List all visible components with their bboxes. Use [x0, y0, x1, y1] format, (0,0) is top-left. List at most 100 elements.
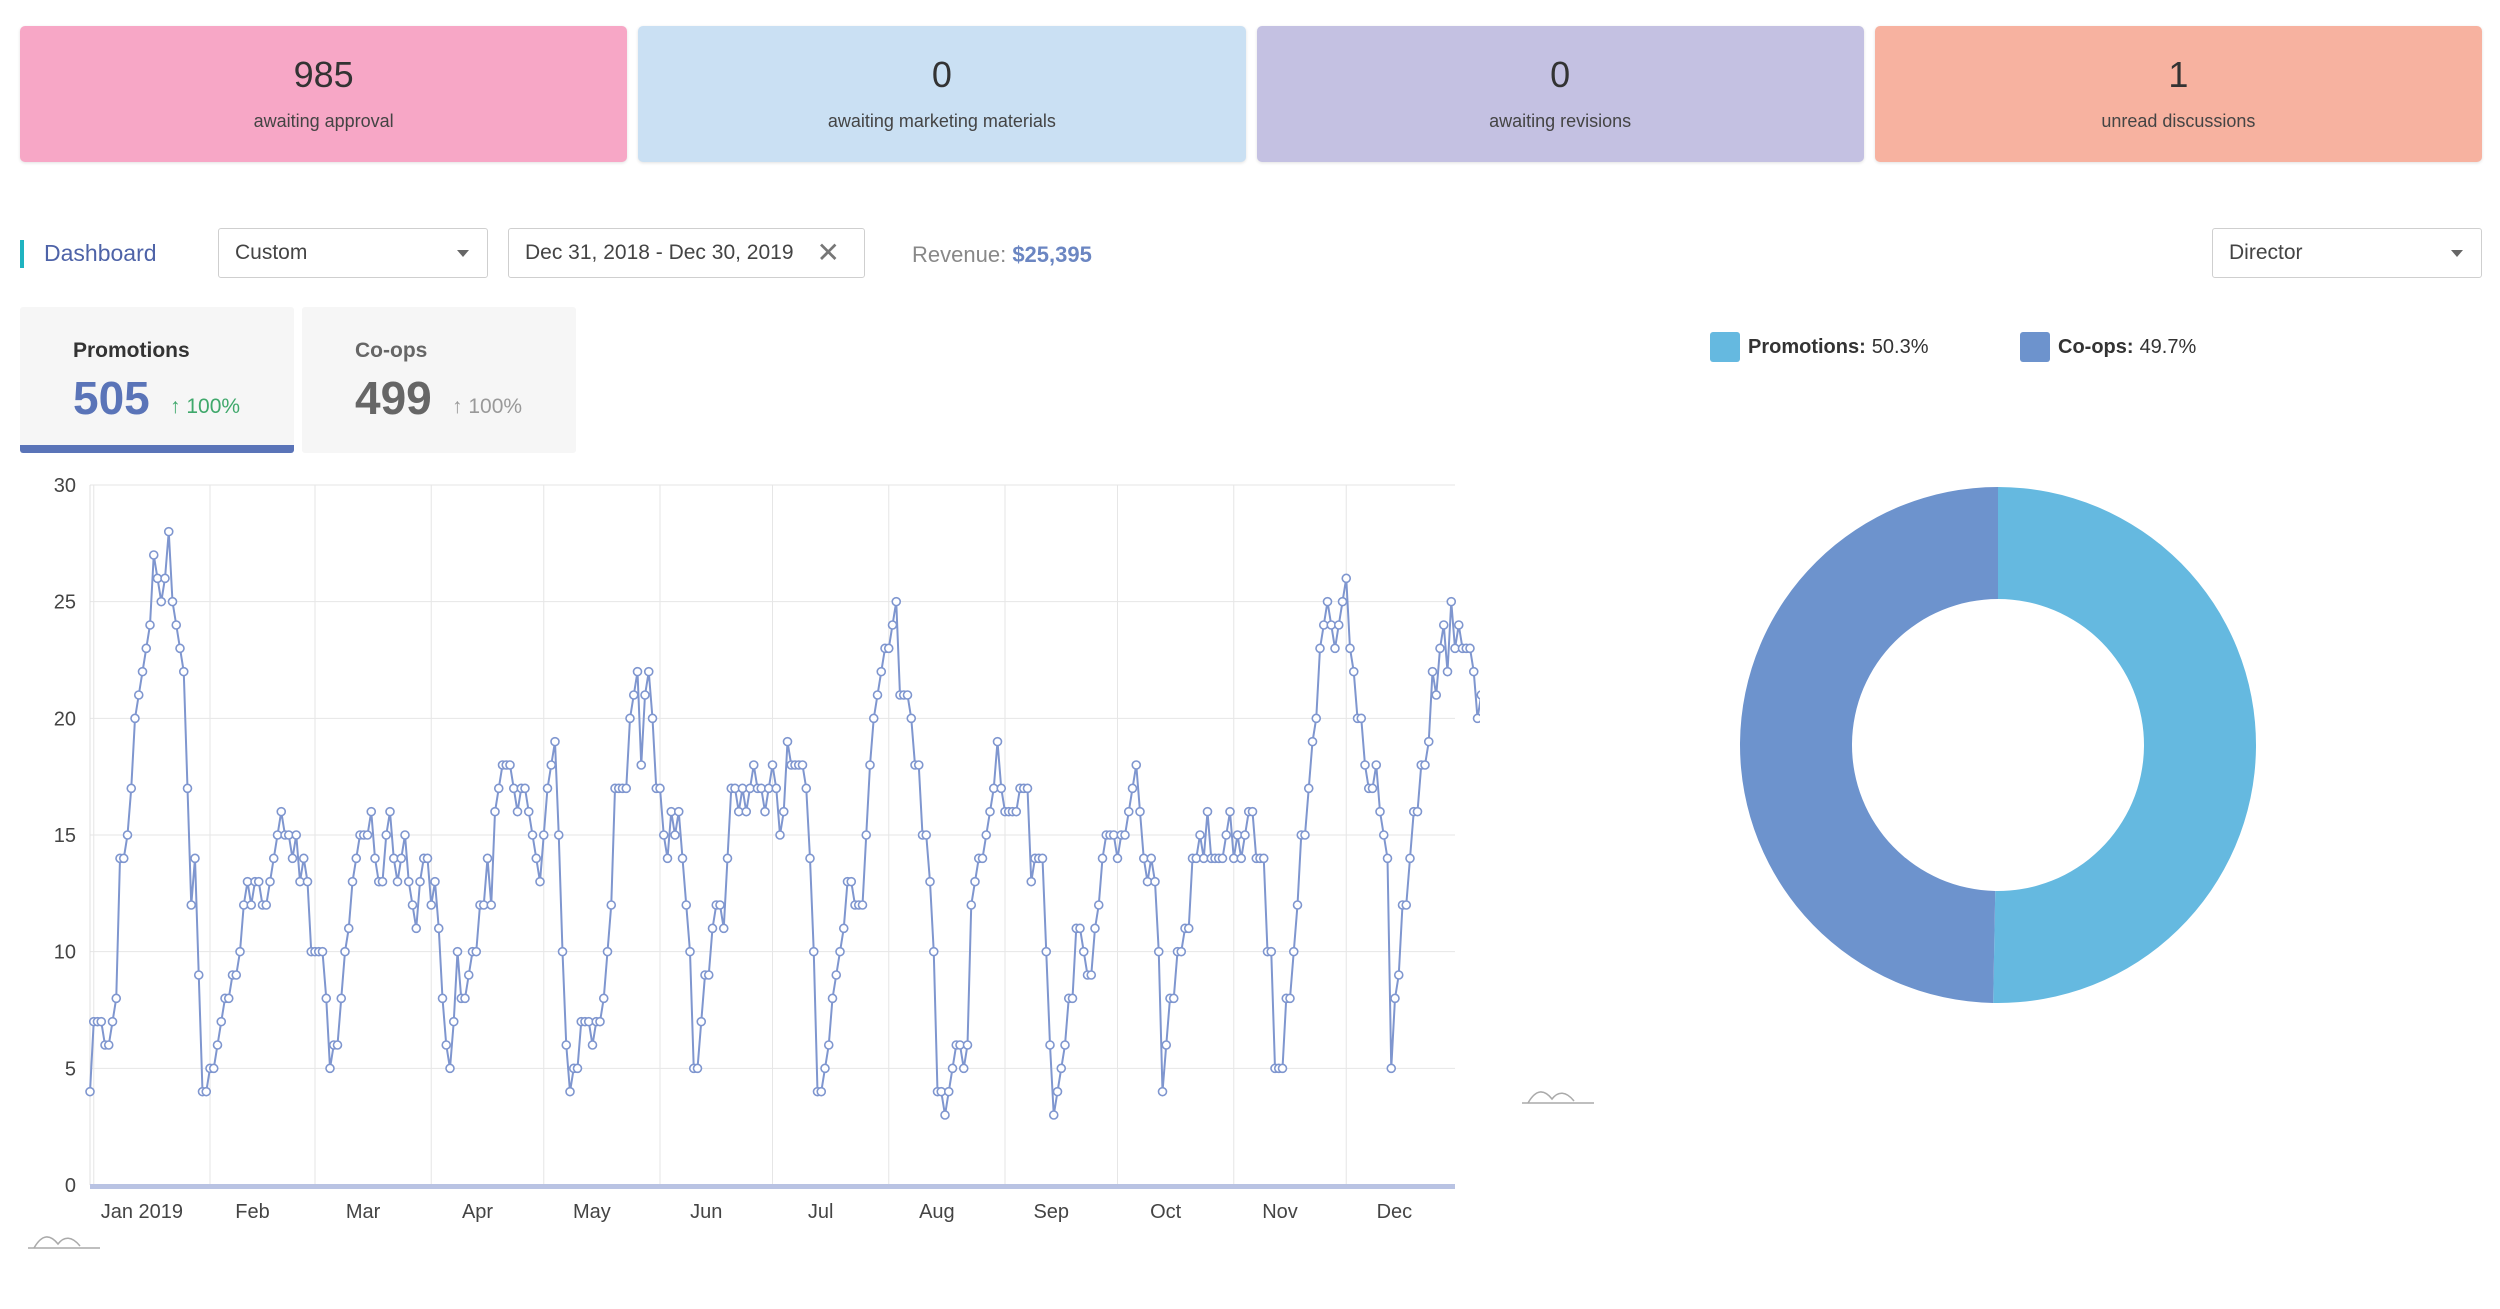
legend-item-co-ops[interactable]: Co-ops : 49.7%	[2020, 332, 2196, 362]
data-point	[85, 1086, 95, 1097]
data-point	[940, 1110, 950, 1120]
card-value: 0	[931, 53, 952, 95]
legend-percent: 49.7%	[2139, 335, 2197, 358]
data-point	[602, 946, 613, 957]
data-point	[1292, 900, 1303, 910]
data-point	[1022, 783, 1033, 794]
data-point	[347, 876, 358, 887]
data-point	[857, 900, 868, 910]
data-point	[658, 830, 669, 840]
legend-swatch	[2020, 332, 2050, 362]
data-point	[1423, 736, 1434, 747]
data-point	[771, 783, 782, 794]
data-point	[1041, 946, 1052, 957]
data-point	[448, 1016, 459, 1027]
data-point	[1146, 853, 1157, 864]
data-point	[778, 806, 789, 817]
data-point	[621, 783, 632, 794]
data-point	[831, 970, 842, 980]
data-point	[1360, 760, 1370, 770]
data-point	[985, 806, 995, 817]
data-point	[1221, 830, 1232, 840]
data-point	[1060, 1040, 1070, 1050]
data-point	[118, 853, 129, 864]
data-point	[1303, 783, 1314, 794]
data-point	[673, 806, 684, 817]
y-tick-label: 25	[54, 592, 76, 614]
data-point	[523, 806, 534, 817]
tab-change: ↑ 100%	[452, 395, 522, 419]
data-point	[253, 876, 264, 887]
close-icon[interactable]: ✕	[816, 237, 840, 268]
tab-promotions[interactable]: Promotions 505 ↑ 100%	[20, 307, 294, 453]
data-point	[325, 1063, 335, 1074]
data-point	[947, 1063, 958, 1074]
donut-slice-co-ops[interactable]	[1739, 487, 1998, 1003]
data-point	[1285, 993, 1295, 1004]
data-point	[340, 946, 350, 957]
card-awaiting-marketing-materials[interactable]: 0 awaiting marketing materials	[638, 26, 1246, 162]
data-point	[1161, 1040, 1172, 1050]
data-point	[1412, 806, 1423, 817]
data-point	[1315, 643, 1325, 654]
data-point	[231, 970, 242, 980]
data-point	[107, 1016, 118, 1027]
data-point	[1322, 596, 1333, 607]
data-point	[370, 853, 380, 864]
data-point	[1442, 666, 1453, 677]
data-point	[703, 970, 714, 980]
data-point	[643, 666, 654, 677]
data-point	[1195, 830, 1205, 840]
data-point	[1341, 573, 1352, 584]
card-awaiting-approval[interactable]: 985 awaiting approval	[20, 26, 628, 162]
data-point	[767, 760, 778, 770]
data-point	[550, 736, 560, 747]
data-point	[403, 876, 414, 887]
data-point	[265, 876, 275, 887]
date-range-field[interactable]: Dec 31, 2018 - Dec 30, 2019 ✕	[508, 228, 865, 278]
data-point	[1202, 806, 1213, 817]
legend-item-promotions[interactable]: Promotions : 50.3%	[1710, 332, 1929, 362]
revenue-summary: Revenue: $25,395	[912, 242, 1092, 268]
data-point	[760, 806, 770, 817]
data-point	[1131, 760, 1142, 770]
data-point	[1401, 900, 1412, 910]
data-point	[1378, 830, 1389, 840]
data-point	[865, 760, 875, 770]
legend-colon: :	[1859, 335, 1866, 358]
data-point	[385, 806, 395, 817]
data-point	[1097, 853, 1108, 864]
data-point	[145, 620, 155, 630]
data-point	[906, 713, 917, 724]
data-point	[1307, 736, 1318, 747]
tab-co-ops[interactable]: Co-ops 499 ↑ 100%	[302, 307, 576, 453]
data-point	[336, 993, 347, 1004]
card-label: awaiting marketing materials	[827, 110, 1056, 131]
data-point	[137, 666, 148, 677]
data-point	[1337, 596, 1348, 607]
x-tick-label: Nov	[1262, 1201, 1298, 1223]
data-point	[1348, 666, 1359, 677]
data-point	[741, 806, 752, 817]
data-point	[396, 853, 407, 864]
tab-change-value: 100%	[186, 395, 241, 418]
y-tick-label: 15	[54, 825, 76, 847]
data-point	[460, 993, 470, 1004]
data-point	[445, 1063, 455, 1074]
data-point	[527, 830, 538, 840]
data-point	[156, 596, 167, 607]
y-tick-label: 20	[54, 708, 76, 730]
y-tick-label: 10	[54, 942, 76, 964]
data-point	[1333, 620, 1344, 630]
data-point	[748, 760, 759, 770]
role-select[interactable]: Director	[2212, 228, 2482, 278]
x-tick-label: May	[573, 1201, 611, 1223]
donut-slice-promotions[interactable]	[1993, 487, 2256, 1003]
data-point	[636, 760, 647, 770]
x-tick-label: Oct	[1150, 1201, 1182, 1223]
data-point	[407, 900, 418, 910]
card-unread-discussions[interactable]: 1 unread discussions	[1874, 26, 2482, 162]
range-select[interactable]: Custom	[218, 228, 488, 278]
card-awaiting-revisions[interactable]: 0 awaiting revisions	[1256, 26, 1864, 162]
data-point	[171, 620, 182, 630]
